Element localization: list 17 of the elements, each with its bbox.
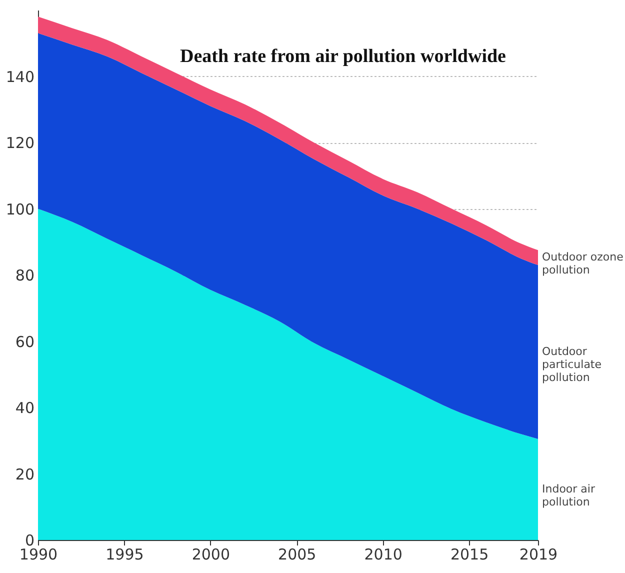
x-tick-label: 2000 [192,546,230,564]
y-tick-label: 140 [6,68,34,86]
y-tick-label: 20 [15,465,34,484]
x-tick-label: 2015 [450,546,489,564]
x-tick-label: 2019 [519,546,558,564]
series-label: Outdoor ozone pollution [542,250,624,277]
y-tick-label: 80 [15,266,34,284]
x-tick-label: 2005 [278,546,316,564]
x-tick-label: 2010 [364,546,402,564]
y-tick-label: 100 [6,200,34,218]
series-label: Outdoor particulate pollution [542,345,602,384]
text: Death rate from air pollution worldwide [180,46,506,67]
y-tick-label: 60 [15,332,34,351]
y-tick-label: 40 [15,399,34,417]
series-label: Indoor air pollution [542,482,596,508]
x-tick-label: 1995 [106,546,144,564]
y-tick-label: 120 [6,134,34,152]
